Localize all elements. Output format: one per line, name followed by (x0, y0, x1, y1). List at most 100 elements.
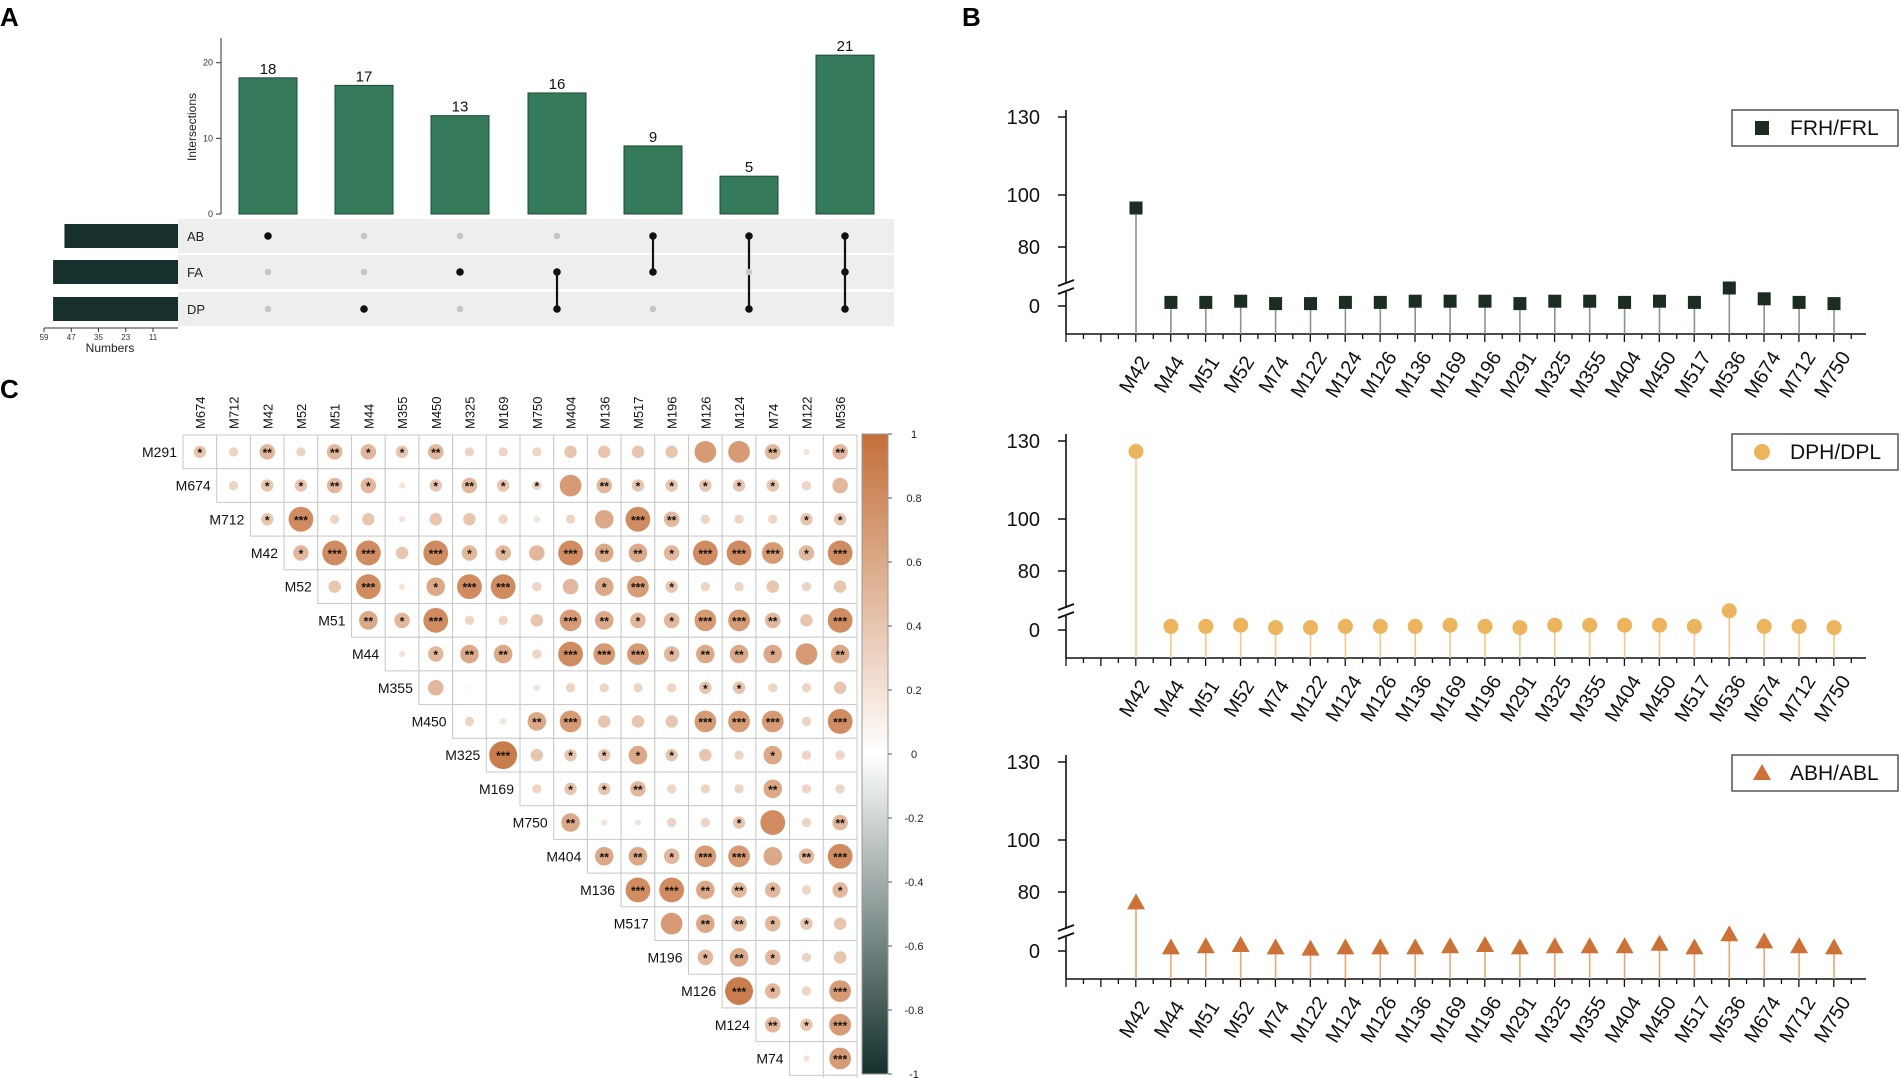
x-tick-label: M169 (1426, 993, 1471, 1047)
significance-marker: * (669, 480, 674, 494)
set-size-tick-label: 59 (40, 333, 49, 342)
correlation-circle (829, 1047, 852, 1070)
membership-dot-active (264, 232, 272, 240)
correlation-circle (463, 513, 476, 526)
significance-marker: *** (631, 884, 645, 898)
significance-marker: *** (462, 581, 476, 595)
x-tick-label: M126 (1357, 348, 1402, 402)
significance-marker: * (265, 513, 270, 527)
lollipop-marker-circle (1686, 618, 1702, 634)
set-size-tick-label: 23 (121, 333, 130, 342)
correlation-circle (663, 545, 680, 561)
correlation-circle (562, 578, 579, 595)
correlation-circle (532, 447, 542, 457)
row-label: M450 (412, 713, 447, 729)
lollipop-chart-abh: 080100130M42M44M51M52M74M122M124M126M136… (1007, 752, 1899, 1047)
x-tick-label: M536 (1706, 348, 1751, 402)
significance-marker: ** (734, 951, 744, 965)
significance-marker: *** (698, 547, 712, 561)
membership-dot-active (841, 268, 849, 276)
membership-row-band (178, 255, 894, 289)
significance-marker: ** (667, 513, 677, 527)
significance-marker: *** (496, 749, 510, 763)
correlation-circle (699, 681, 712, 694)
significance-marker: ** (835, 648, 845, 662)
significance-marker: ** (734, 918, 744, 932)
x-tick-label: M44 (1150, 676, 1189, 721)
correlation-circle (734, 750, 744, 760)
lollipop-marker-circle (1303, 620, 1318, 636)
significance-marker: * (198, 446, 203, 460)
significance-marker: *** (766, 547, 780, 561)
correlation-circle (663, 848, 680, 865)
correlation-circle (833, 513, 847, 526)
significance-marker: * (366, 480, 371, 494)
correlation-circle (495, 545, 511, 561)
correlation-circle (360, 444, 377, 460)
significance-marker: * (501, 547, 506, 561)
intersection-value-label: 5 (745, 159, 753, 176)
significance-marker: * (636, 480, 641, 494)
lollipop-marker-triangle (1406, 938, 1425, 955)
lollipop-marker-circle (1617, 617, 1633, 633)
column-label: M136 (597, 396, 612, 429)
membership-dot-inactive (264, 268, 272, 276)
correlation-circle (832, 882, 848, 898)
lollipop-marker-circle (1163, 618, 1179, 634)
significance-marker: *** (732, 985, 746, 999)
correlation-circle (832, 477, 848, 494)
correlation-circle (763, 745, 783, 765)
y-tick-label: 100 (1007, 830, 1040, 852)
correlation-circle (665, 445, 678, 459)
x-tick-label: M325 (1531, 672, 1576, 726)
lollipop-marker-square (1757, 292, 1771, 306)
significance-marker: *** (564, 715, 578, 729)
intersection-bar (527, 92, 587, 215)
significance-marker: *** (698, 614, 712, 628)
x-tick-label: M517 (1671, 672, 1716, 726)
legend-label: FRH/FRL (1790, 117, 1879, 140)
y-tick-label: 80 (1018, 561, 1040, 583)
row-label: M52 (285, 579, 312, 595)
correlation-circle (634, 819, 642, 826)
correlation-circle (732, 816, 746, 829)
column-label: M536 (833, 396, 848, 429)
significance-marker: * (669, 547, 674, 561)
correlation-circle (696, 914, 715, 933)
correlation-circle (696, 880, 715, 900)
correlation-circle (663, 612, 680, 629)
correlation-circle (763, 846, 783, 866)
lollipop-chart-frh: 080100130M42M44M51M52M74M122M124M126M136… (1007, 107, 1899, 402)
intersection-value-label: 21 (837, 38, 854, 55)
correlation-circle (659, 877, 685, 903)
correlation-circle (594, 543, 614, 563)
significance-marker: * (568, 783, 573, 797)
correlation-circle (663, 646, 680, 662)
correlation-circle (625, 877, 651, 903)
correlation-circle (696, 644, 715, 664)
correlation-circle (426, 577, 446, 596)
y-tick-label: 20 (203, 58, 213, 68)
correlation-circle (801, 784, 812, 794)
membership-dot-inactive (264, 305, 272, 313)
significance-marker: * (568, 749, 573, 763)
correlation-circle (561, 813, 580, 832)
lollipop-marker-triangle (1127, 893, 1145, 910)
correlation-circle (734, 784, 744, 794)
membership-dot-inactive (745, 268, 753, 276)
x-tick-label: M44 (1150, 997, 1189, 1042)
correlation-circle (559, 710, 582, 733)
significance-marker: ** (633, 547, 643, 561)
membership-dot-inactive (360, 268, 368, 276)
lollipop-marker-circle (1791, 618, 1807, 634)
significance-marker: * (770, 884, 775, 898)
lollipop-marker-triangle (1161, 938, 1180, 955)
lollipop-marker-triangle (1441, 937, 1460, 954)
upset-plot: 0 10 20 Intersections 18 17 13 16 9 5 21 AB FA DP 59 47… (40, 38, 894, 355)
correlation-circle (801, 885, 812, 895)
x-tick-label: M750 (1810, 993, 1855, 1047)
correlation-circle (464, 716, 475, 727)
significance-marker: ** (330, 480, 340, 494)
membership-dot-active (841, 305, 849, 313)
correlation-circle (564, 782, 577, 796)
